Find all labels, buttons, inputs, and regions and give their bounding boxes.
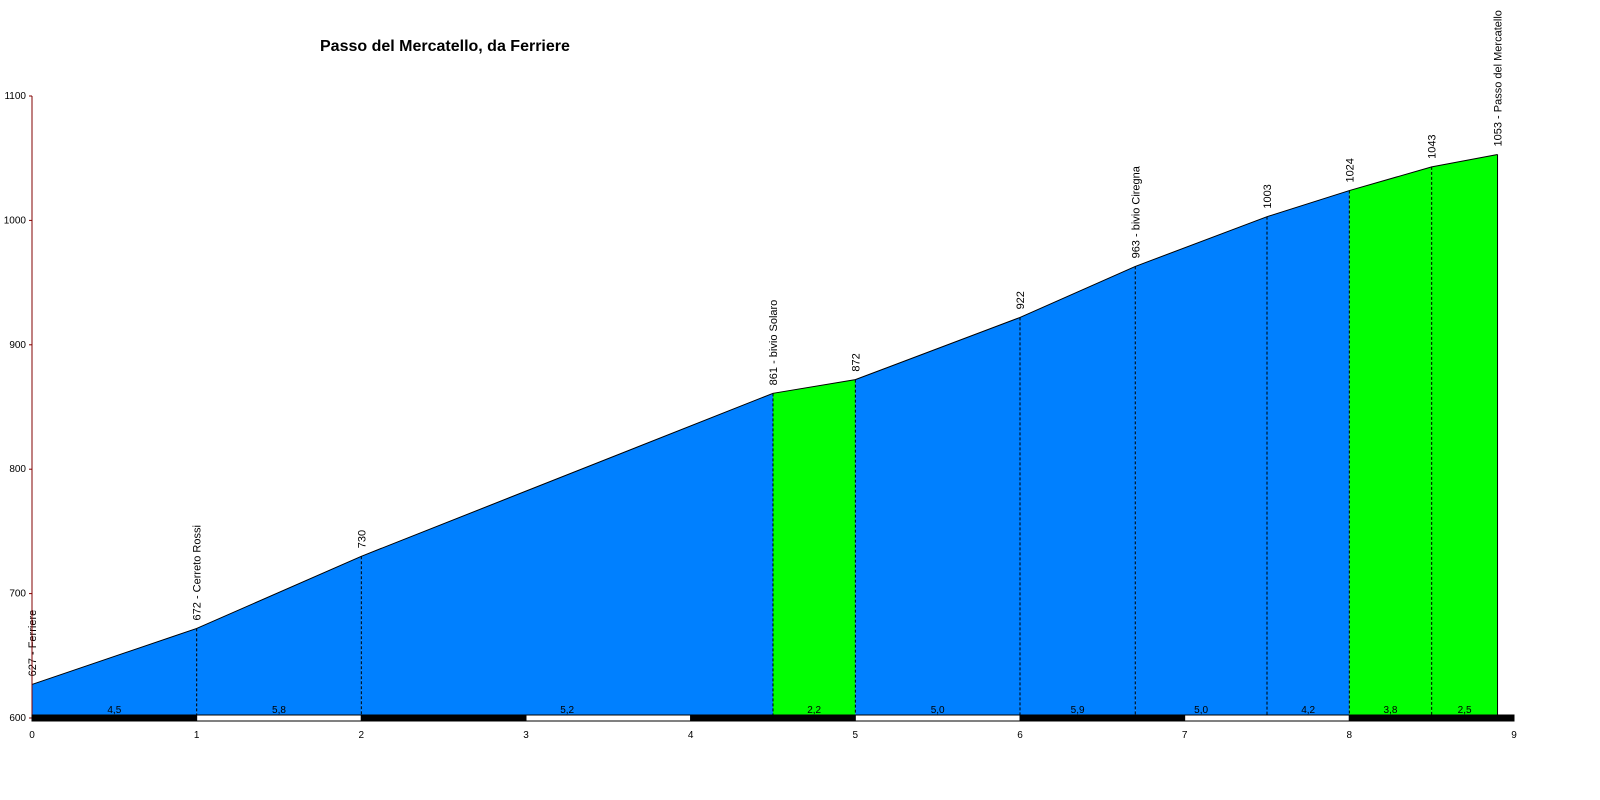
y-tick-label: 800	[9, 464, 26, 475]
point-label: 1043	[1427, 134, 1439, 158]
profile-segment	[1267, 190, 1350, 718]
grade-label: 5,2	[560, 705, 574, 716]
point-label: 1053 - Passo del Mercatello	[1493, 10, 1505, 146]
point-label: 872	[850, 353, 862, 371]
grade-label: 5,8	[272, 705, 286, 716]
grade-label: 2,5	[1458, 705, 1472, 716]
x-tick-label: 7	[1182, 730, 1188, 741]
km-bar-block	[360, 714, 527, 722]
y-tick-label: 1100	[4, 91, 26, 102]
x-tick-label: 6	[1017, 730, 1023, 741]
x-tick-label: 5	[853, 730, 859, 741]
profile-segment	[32, 628, 197, 718]
grade-label: 5,0	[1194, 705, 1208, 716]
x-tick-label: 1	[194, 730, 200, 741]
grade-label: 3,8	[1384, 705, 1398, 716]
point-label: 1024	[1344, 158, 1356, 182]
y-tick-label: 900	[9, 340, 26, 351]
x-tick-label: 4	[688, 730, 694, 741]
profile-segment	[1431, 154, 1498, 718]
km-bar-block	[690, 714, 856, 722]
grade-label: 4,2	[1301, 705, 1315, 716]
y-tick-label: 700	[9, 589, 26, 600]
profile-segment	[1020, 266, 1136, 718]
x-tick-label: 9	[1511, 730, 1517, 741]
point-label: 627 - Ferriere	[27, 610, 39, 677]
point-label: 922	[1015, 291, 1027, 309]
km-bar-block	[525, 714, 692, 722]
point-label: 1003	[1262, 184, 1274, 208]
point-label: 672 - Cerreto Rossi	[192, 525, 204, 620]
y-tick-label: 600	[9, 713, 26, 724]
profile-segment	[1349, 166, 1432, 718]
profile-segment	[361, 393, 773, 718]
km-bar-block	[1348, 714, 1515, 722]
point-label: 730	[356, 530, 368, 548]
point-label: 861 - bivio Solaro	[768, 300, 780, 386]
profile-segment	[1135, 216, 1267, 718]
profile-segment	[196, 556, 362, 718]
grade-label: 4,5	[107, 705, 121, 716]
x-tick-label: 3	[523, 730, 529, 741]
km-bar-block	[1019, 714, 1186, 722]
point-label: 963 - bivio Ciregna	[1130, 165, 1142, 258]
x-tick-label: 8	[1347, 730, 1353, 741]
profile-segment	[773, 379, 856, 718]
x-tick-label: 2	[359, 730, 365, 741]
grade-label: 5,0	[931, 705, 945, 716]
x-tick-label: 0	[29, 730, 35, 741]
km-bar-block	[1184, 714, 1350, 722]
y-tick-label: 1000	[4, 215, 27, 226]
grade-label: 5,9	[1071, 705, 1085, 716]
grade-label: 2,2	[807, 705, 821, 716]
profile-segment	[855, 317, 1020, 718]
chart-title: Passo del Mercatello, da Ferriere	[320, 38, 570, 55]
